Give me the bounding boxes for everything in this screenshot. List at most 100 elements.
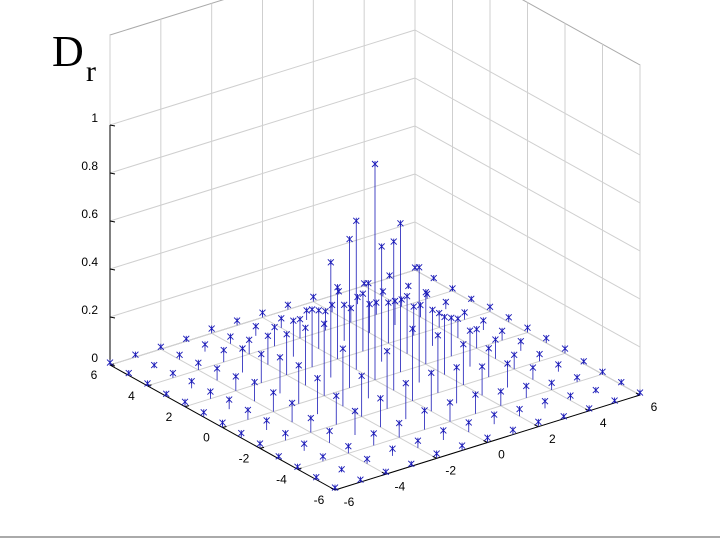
stem	[365, 279, 372, 399]
stem	[319, 453, 327, 462]
stem	[524, 324, 531, 333]
stem-marker	[497, 388, 505, 395]
stem-marker	[397, 219, 404, 227]
stem	[617, 378, 625, 386]
stem-marker	[421, 407, 428, 414]
stem	[472, 391, 479, 414]
stem	[433, 450, 440, 459]
stem-marker	[345, 442, 352, 450]
stem	[395, 419, 403, 438]
stem-marker	[395, 419, 403, 427]
stem-marker	[453, 364, 460, 371]
stem	[567, 392, 574, 401]
grid-line	[109, 173, 416, 270]
stem-marker	[433, 450, 440, 457]
stem-marker	[358, 372, 365, 380]
stem	[352, 217, 360, 370]
stem	[414, 437, 422, 448]
stem	[403, 292, 411, 354]
stem	[320, 320, 328, 396]
stem	[284, 301, 292, 310]
stem	[473, 325, 480, 349]
stem-marker	[295, 362, 303, 369]
stem-marker	[391, 297, 399, 305]
stem-marker	[370, 430, 378, 437]
grid-line	[109, 221, 416, 318]
stem	[465, 419, 473, 433]
stem-marker	[509, 426, 517, 434]
stem	[409, 325, 416, 401]
stem	[239, 345, 246, 373]
stem-marker	[480, 317, 487, 324]
stem	[271, 323, 278, 347]
stem	[522, 382, 530, 398]
stem-marker	[541, 397, 549, 405]
stem	[480, 317, 487, 330]
stem	[282, 429, 289, 441]
stem-marker	[485, 344, 493, 352]
stem	[339, 345, 347, 407]
stem-marker	[275, 453, 283, 460]
stem-marker	[365, 279, 372, 287]
z-tick-label: 0.8	[81, 159, 98, 173]
stem-marker	[517, 337, 525, 345]
stem-marker	[346, 235, 353, 243]
stem-marker	[201, 341, 209, 348]
stem	[326, 427, 333, 443]
stem-marker	[486, 303, 494, 311]
stem	[390, 238, 398, 391]
y-tick-label: 2	[166, 410, 173, 424]
x-tick-label: 6	[651, 400, 658, 414]
stem	[447, 314, 455, 357]
stem-marker	[195, 359, 202, 367]
stem-marker	[162, 390, 170, 398]
z-tick-label: 1	[91, 111, 98, 125]
stem	[300, 440, 308, 451]
stem	[220, 346, 228, 363]
stem-marker	[284, 301, 292, 309]
stem-marker	[182, 335, 190, 343]
stem-marker	[414, 437, 422, 445]
stem-marker	[252, 322, 260, 330]
x-tick	[534, 424, 539, 428]
stem-marker	[251, 378, 258, 386]
y-tick-label: -4	[276, 472, 287, 486]
stem-marker	[377, 394, 384, 402]
stem	[585, 405, 593, 412]
stem	[201, 341, 209, 352]
stem-marker	[169, 369, 177, 377]
stem	[497, 388, 505, 406]
stem	[421, 407, 428, 430]
stem-marker	[402, 379, 410, 387]
stem	[106, 359, 114, 366]
chart-title-subscript: r	[86, 55, 96, 88]
y-tick	[184, 405, 190, 408]
stem-marker	[585, 405, 593, 412]
stem	[460, 340, 467, 385]
y-tick-label: 4	[128, 389, 135, 403]
stem-marker	[307, 414, 315, 422]
stem-marker	[332, 392, 340, 400]
stem	[560, 413, 568, 420]
stem	[200, 408, 208, 418]
stem-marker	[484, 434, 491, 442]
stem	[270, 389, 277, 412]
stem-marker	[427, 369, 435, 377]
stem-marker	[573, 373, 581, 381]
stem-marker	[220, 346, 228, 354]
grid-line	[414, 77, 641, 204]
stem-marker	[244, 406, 252, 414]
stem	[315, 307, 323, 349]
stem	[536, 350, 543, 362]
stem-marker	[263, 417, 270, 424]
x-tick-label: 0	[498, 448, 505, 462]
stem-marker	[327, 258, 335, 266]
stem	[195, 359, 202, 370]
stem	[132, 351, 139, 359]
stem-marker	[339, 345, 347, 352]
stem	[303, 307, 310, 320]
stem-marker	[363, 455, 371, 463]
stem-marker	[157, 343, 165, 351]
x-tick	[432, 455, 437, 459]
